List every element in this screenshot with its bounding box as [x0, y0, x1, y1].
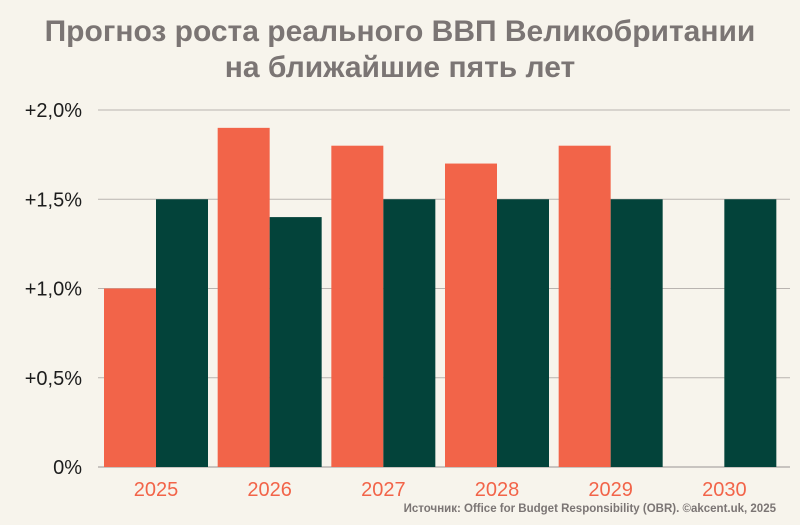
chart-title-line-1: Прогноз роста реального ВВП Великобритан…	[44, 15, 756, 48]
bar	[383, 199, 436, 467]
chart-title: Прогноз роста реального ВВП Великобритан…	[0, 14, 800, 86]
bar	[156, 199, 208, 467]
bar	[217, 127, 270, 467]
y-tick-label: +1,5%	[25, 189, 82, 211]
bar	[269, 217, 322, 467]
bar	[724, 199, 777, 467]
y-tick-label: +2,0%	[25, 100, 82, 122]
bar	[497, 199, 549, 467]
x-tick-label: 2027	[361, 479, 406, 501]
chart-title-line-2: на ближайшие пять лет	[224, 51, 576, 84]
x-tick-label: 2025	[134, 479, 179, 501]
x-tick-label: 2030	[702, 479, 747, 501]
bar	[445, 163, 497, 468]
bar	[104, 288, 156, 467]
bar	[558, 145, 611, 467]
bar	[610, 199, 663, 467]
x-tick-label: 2028	[475, 479, 520, 501]
y-tick-label: +0,5%	[25, 368, 82, 390]
source-note: Источник: Office for Budget Responsibili…	[403, 503, 776, 515]
bar	[331, 145, 384, 467]
x-tick-label: 2026	[247, 479, 292, 501]
x-tick-label: 2029	[588, 479, 633, 501]
y-tick-label: +1,0%	[25, 279, 82, 301]
y-tick-label: 0%	[53, 457, 82, 479]
